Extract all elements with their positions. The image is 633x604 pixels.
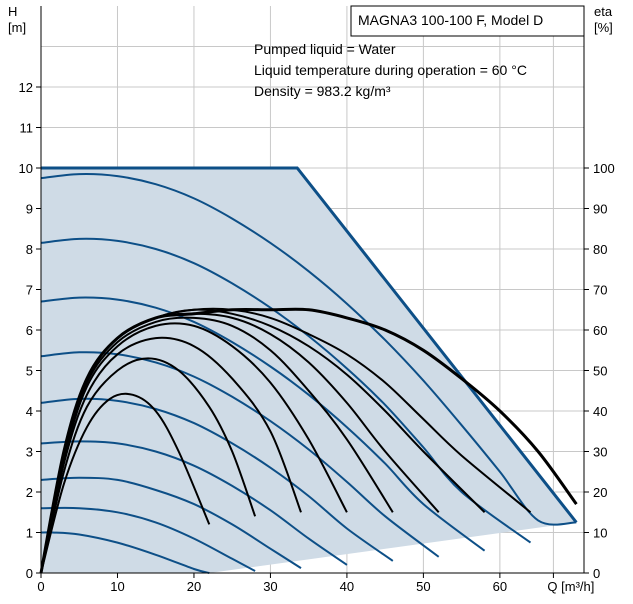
y-right-tick-label: 10	[593, 526, 607, 541]
efficiency-curve-4	[40, 322, 348, 574]
y-left-tick-label: 9	[26, 202, 33, 217]
head-curve-8	[40, 237, 532, 544]
x-tick-label: 50	[416, 579, 430, 594]
y-right-tick-label: 30	[593, 445, 607, 460]
x-tick-label: 30	[263, 579, 277, 594]
x-axis-label: Q [m³/h]	[547, 579, 594, 594]
efficiency-curve-2	[40, 357, 257, 574]
annotation-density: Density = 983.2 kg/m³	[254, 83, 391, 99]
model-title-box	[350, 5, 585, 37]
y-right-tick-label: 20	[593, 485, 607, 500]
y-right-tick-label: 60	[593, 323, 607, 338]
y-left-tick-label: 4	[26, 404, 33, 419]
head-curve-4	[40, 440, 348, 566]
y-right-tick-label: 70	[593, 283, 607, 298]
y-left-tick-label: 5	[26, 364, 33, 379]
y-right-axis-name: eta	[594, 4, 613, 19]
head-curve-2	[40, 506, 256, 572]
model-title: MAGNA3 100-100 F, Model D	[358, 12, 543, 28]
head-curve-3	[40, 476, 302, 569]
head-curve-7	[40, 296, 486, 552]
y-right-tick-label: 100	[593, 161, 615, 176]
efficiency-curve-9	[39, 307, 578, 574]
y-right-tick-label: 80	[593, 242, 607, 257]
head-curve-5	[40, 397, 394, 562]
y-left-tick-label: 6	[26, 323, 33, 338]
annotation-pumped-liquid: Pumped liquid = Water	[254, 41, 396, 57]
y-right-tick-label: 50	[593, 364, 607, 379]
x-tick-label: 20	[187, 579, 201, 594]
y-left-tick-label: 11	[20, 121, 34, 136]
y-left-tick-label: 2	[26, 485, 33, 500]
y-left-tick-label: 1	[26, 526, 33, 541]
y-right-tick-label: 90	[593, 202, 607, 217]
y-left-tick-label: 8	[26, 242, 33, 257]
efficiency-curve-3	[40, 336, 302, 574]
y-left-tick-label: 12	[19, 80, 33, 95]
efficiency-curve-1	[40, 392, 211, 574]
y-left-tick-label: 10	[19, 161, 33, 176]
head-curves	[40, 166, 578, 574]
x-tick-label: 0	[37, 579, 44, 594]
annotation-liquid-temperature: Liquid temperature during operation = 60…	[254, 62, 527, 78]
head-curve-1	[40, 531, 210, 574]
efficiency-curves	[39, 307, 578, 574]
y-left-tick-label: 3	[26, 445, 33, 460]
y-left-axis-name: H	[8, 4, 17, 19]
y-right-tick-label: 40	[593, 404, 607, 419]
x-tick-label: 40	[340, 579, 354, 594]
x-tick-label: 10	[110, 579, 124, 594]
y-left-tick-label: 0	[26, 566, 33, 581]
y-left-tick-label: 7	[26, 283, 33, 298]
y-right-tick-label: 0	[593, 566, 600, 581]
y-left-axis-unit: [m]	[8, 20, 26, 35]
head-curve-9	[40, 173, 577, 526]
envelope-max-curve	[41, 166, 578, 524]
tick-labels: 0 10 20 30 40 50 60 Q [m³/h]0123456789101112010…	[19, 80, 615, 594]
x-tick-label: 60	[493, 579, 507, 594]
y-right-axis-unit: [%]	[594, 20, 613, 35]
